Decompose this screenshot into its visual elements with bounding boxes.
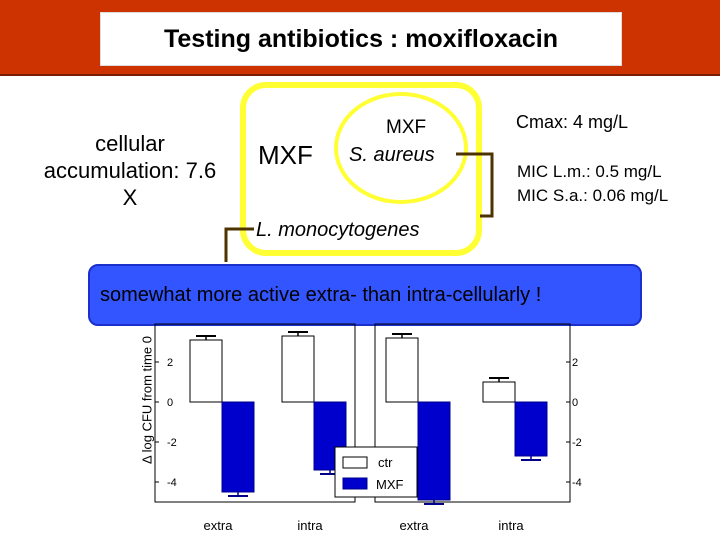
x-category-label: extra: [204, 518, 234, 533]
saureus-connector: [456, 152, 494, 218]
legend-swatch-ctr: [342, 456, 368, 469]
mic-sa-label: MIC S.a.: 0.06 mg/L: [517, 186, 669, 205]
x-category-label: intra: [498, 518, 524, 533]
legend-label-ctr: ctr: [378, 455, 393, 470]
bacterium-outline: [334, 92, 468, 204]
cmax-label: Cmax: 4 mg/L: [516, 112, 629, 132]
bar-mxf-extra-1: [417, 401, 451, 501]
slide-title: Testing antibiotics : moxifloxacin: [100, 12, 622, 66]
callout-banner: somewhat more active extra- than intra-c…: [88, 264, 642, 326]
bar-ctr-extra-1: [385, 337, 419, 403]
plot-frame-0: [154, 323, 356, 503]
plot-frame-1: [374, 323, 571, 503]
mxf-outside-label: MXF: [258, 140, 313, 170]
l-monocytogenes-label: L. monocytogenes: [256, 219, 420, 241]
host-cell-outline: [240, 82, 482, 256]
mic-block: MIC L.m.: 0.5 mg/L MIC S.a.: 0.06 mg/L: [517, 160, 668, 208]
title-banner: Testing antibiotics : moxifloxacin: [0, 0, 720, 76]
lmono-connector: [224, 227, 254, 262]
y-tick-label: 2: [572, 357, 578, 369]
bar-ctr-intra-1: [482, 381, 516, 403]
mxf-inside-label: MXF: [386, 117, 427, 138]
y-tick-label: -2: [167, 437, 177, 449]
mic-lm-label: MIC L.m.: 0.5 mg/L: [517, 162, 662, 181]
y-tick-label: -4: [167, 477, 177, 489]
x-category-label: intra: [297, 518, 323, 533]
y-tick-label: 0: [572, 397, 578, 409]
legend-label-mxf: MXF: [376, 477, 404, 492]
bar-mxf-extra-0: [221, 401, 255, 493]
bar-ctr-intra-0: [281, 335, 315, 403]
x-category-label: extra: [400, 518, 430, 533]
callout-text: somewhat more active extra- than intra-c…: [100, 283, 542, 306]
legend-swatch-mxf: [342, 477, 368, 490]
cellular-accumulation-label: cellular accumulation: 7.6 X: [43, 131, 217, 210]
y-tick-label: -4: [572, 477, 582, 489]
y-tick-label: -2: [572, 437, 582, 449]
y-tick-label: 2: [167, 357, 173, 369]
y-tick-label: 0: [167, 397, 173, 409]
bar-mxf-intra-1: [514, 401, 548, 457]
s-aureus-label: S. aureus: [349, 144, 435, 166]
bar-ctr-extra-0: [189, 339, 223, 403]
